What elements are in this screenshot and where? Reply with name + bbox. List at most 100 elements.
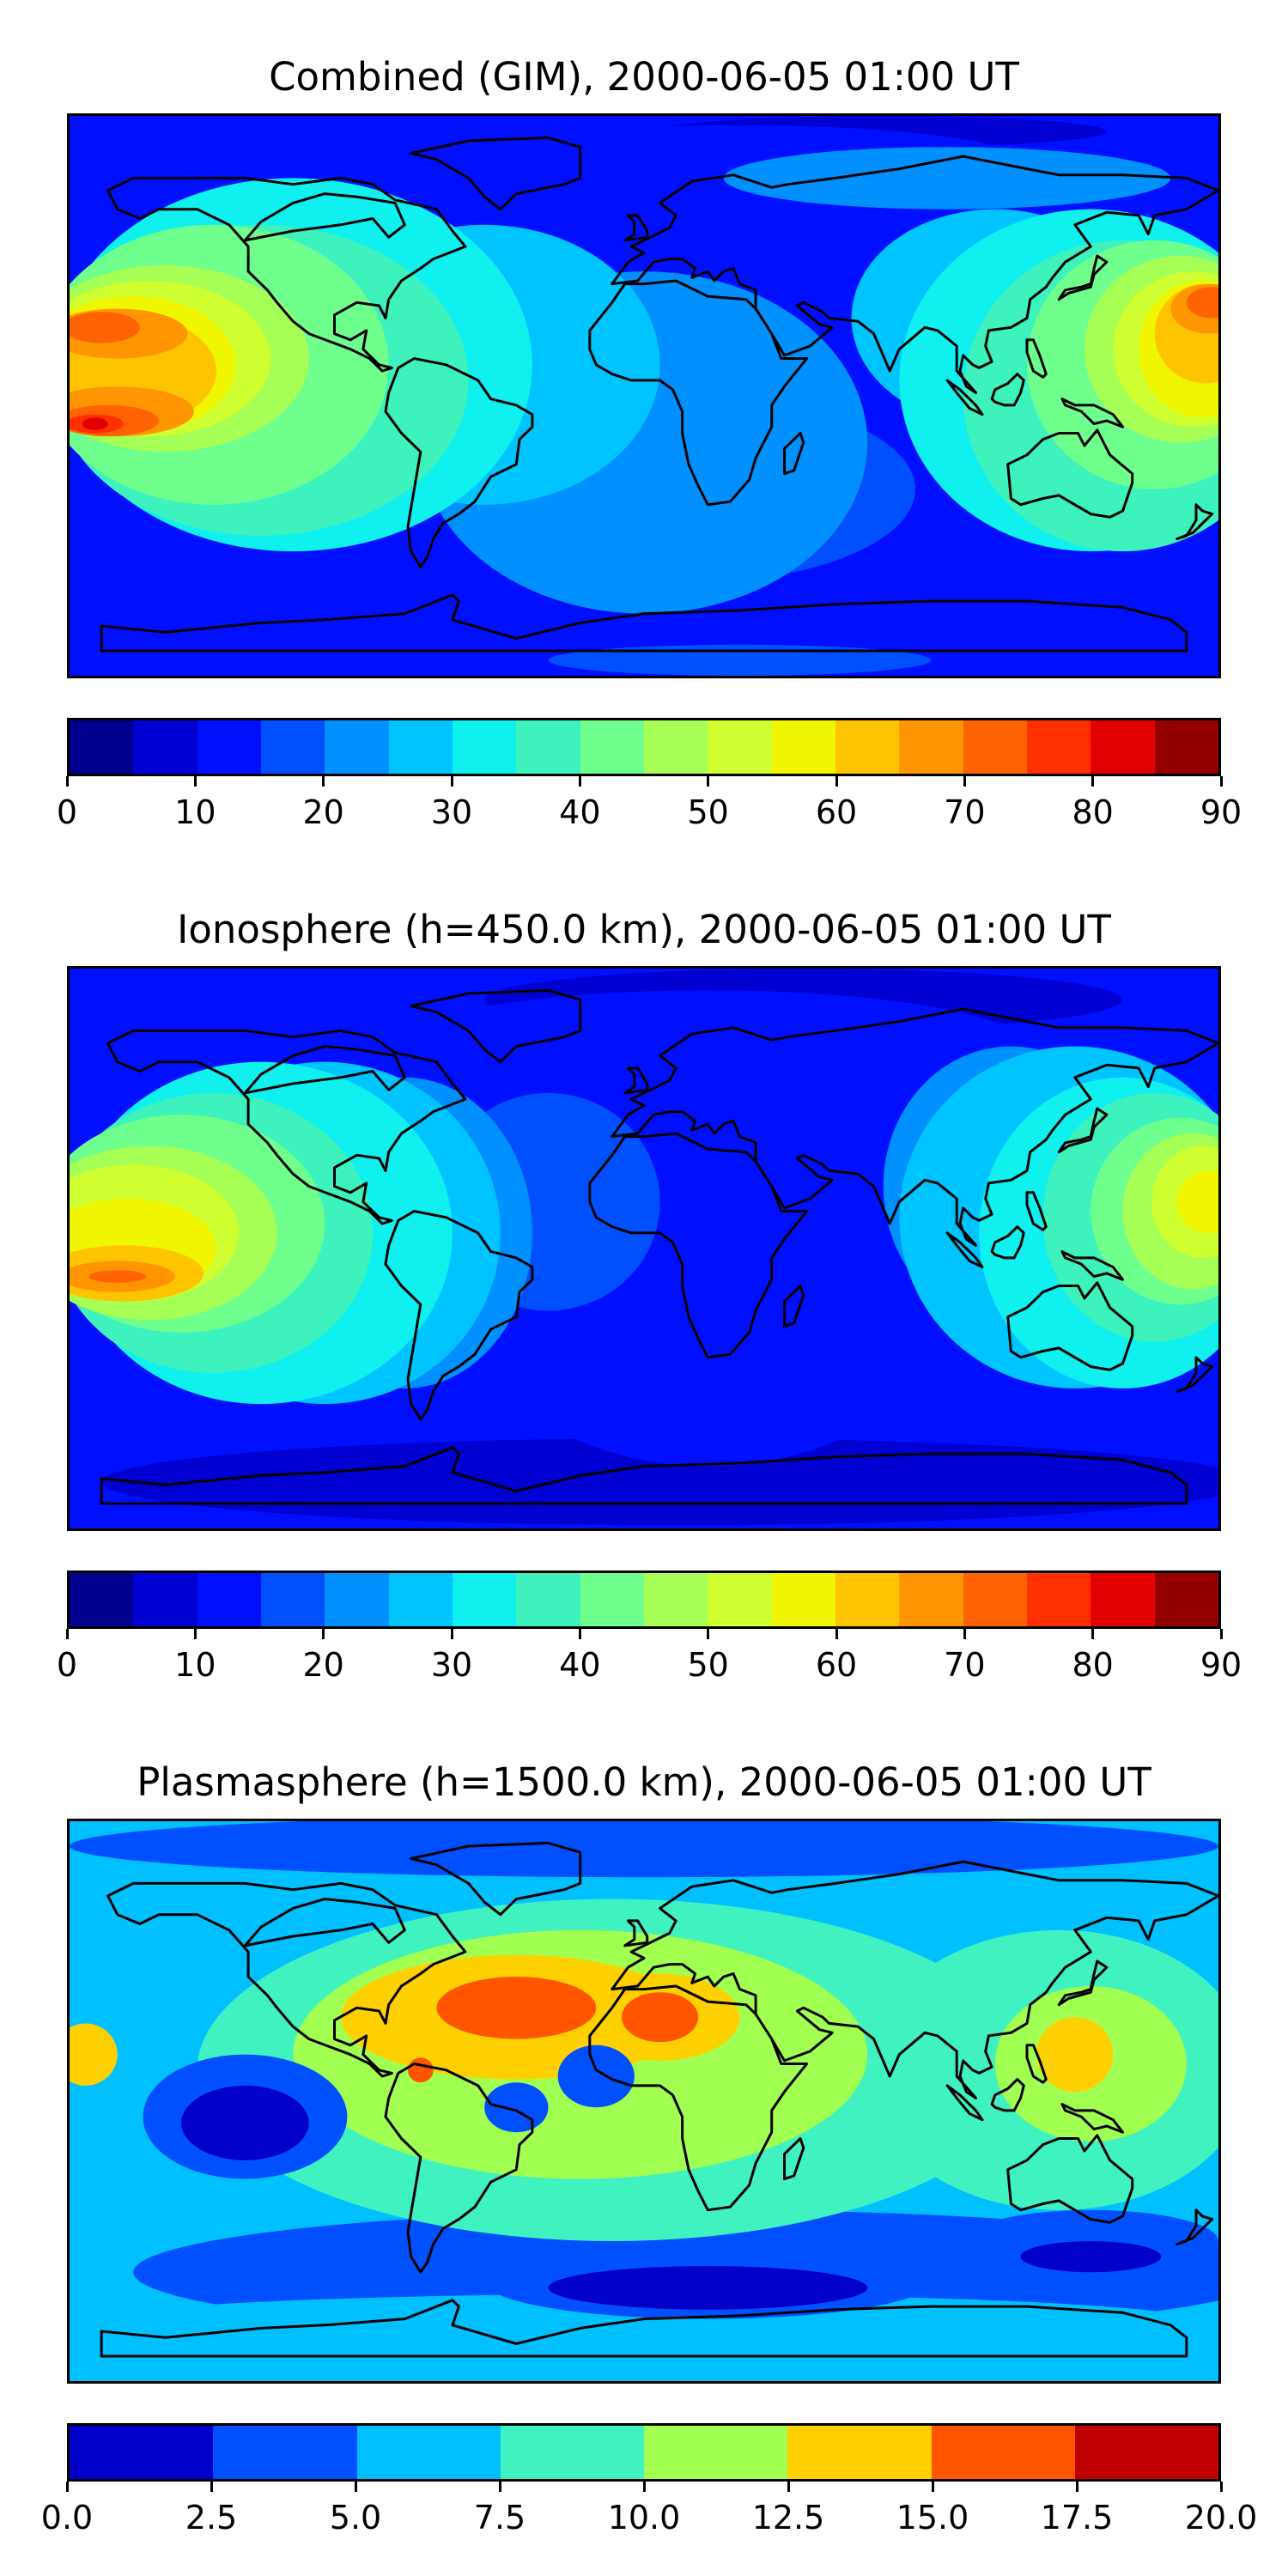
- colorbar-segment: [260, 1573, 325, 1626]
- colorbar-segment: [516, 720, 580, 774]
- colorbar-segment: [1154, 1573, 1218, 1626]
- tick-mark: [578, 1629, 581, 1639]
- map-title-plasmasphere: Plasmasphere (h=1500.0 km), 2000-06-05 0…: [137, 1759, 1151, 1805]
- tick-mark: [963, 1629, 966, 1639]
- colorbar-segment: [197, 1573, 261, 1626]
- tick-mark: [787, 2482, 790, 2492]
- tick-label: 50: [687, 793, 729, 831]
- colorbar-segment: [643, 720, 708, 774]
- colorbar-segment: [388, 720, 453, 774]
- colorbar-segment: [133, 1573, 197, 1626]
- coastlines: [100, 1841, 1218, 2358]
- colorbar-segment: [70, 1573, 134, 1626]
- colorbar-segment: [1026, 1573, 1091, 1626]
- colorbar-segment: [516, 1573, 580, 1626]
- tick-label: 0: [56, 1646, 78, 1684]
- contour-region-5: [484, 2082, 549, 2133]
- colorbar-segment: [963, 720, 1027, 774]
- colorbar-ticks-combined: 0 10 20 30 40 50 60 70 80 90: [57, 776, 1242, 831]
- tick-mark: [578, 776, 581, 787]
- tick-mark: [193, 1629, 197, 1639]
- colorbar-combined: [67, 718, 1221, 776]
- tick-mark: [65, 2482, 69, 2492]
- tick-mark: [1075, 2482, 1078, 2492]
- colorbar-segment: [963, 1573, 1027, 1626]
- tick-label: 15.0: [896, 2499, 969, 2537]
- colorbar-segment: [1026, 720, 1091, 774]
- tick-label: 10.0: [607, 2499, 681, 2537]
- map-svg: [70, 1821, 1218, 2381]
- colorbar-segment: [835, 1573, 900, 1626]
- tick-label: 12.5: [751, 2499, 825, 2537]
- colorbar-segment: [1091, 720, 1155, 774]
- colorbar-segment: [356, 2426, 501, 2479]
- colorbar-segment: [70, 720, 134, 774]
- colorbar-segment: [899, 1573, 963, 1626]
- colorbar-segment: [644, 2426, 788, 2479]
- contour-region-10: [420, 153, 612, 204]
- tick-label: 90: [1200, 793, 1242, 831]
- tick-label: 40: [559, 793, 601, 831]
- tick-mark: [354, 2482, 357, 2492]
- colorbar-segment: [771, 720, 835, 774]
- tick-mark: [1219, 2482, 1223, 2492]
- tick-mark: [707, 776, 710, 787]
- colorbar-ticks-ionosphere: 0 10 20 30 40 50 60 70 80 90: [57, 1629, 1242, 1684]
- tick-label: 0.0: [40, 2499, 94, 2537]
- tick-mark: [498, 2482, 501, 2492]
- tick-mark: [963, 776, 966, 787]
- contour-region-70: [1186, 287, 1218, 319]
- tick-mark: [931, 2482, 934, 2492]
- tick-mark: [65, 1629, 69, 1639]
- contour-region-5: [557, 2044, 635, 2108]
- tick-mark: [835, 1629, 838, 1639]
- colorbar-segment: [1154, 720, 1218, 774]
- tick-label: 70: [944, 1646, 986, 1684]
- coastlines: [100, 988, 1218, 1505]
- colorbar-segment: [500, 2426, 644, 2479]
- contour-region-10: [388, 990, 1028, 1103]
- tick-mark: [322, 776, 325, 787]
- contour-region-15: [621, 1992, 699, 2043]
- contour-region-2_5: [1020, 2241, 1162, 2273]
- colorbar-segment: [931, 2426, 1075, 2479]
- contour-region-15: [436, 1977, 597, 2039]
- colorbar-segment: [260, 720, 325, 774]
- contour-region-12_5: [70, 2023, 118, 2086]
- tick-mark: [1219, 1629, 1223, 1639]
- tick-mark: [642, 2482, 646, 2492]
- colorbar-segment: [325, 1573, 389, 1626]
- map-ionosphere: [67, 966, 1221, 1531]
- tick-label: 7.5: [473, 2499, 526, 2537]
- tick-mark: [450, 1629, 453, 1639]
- colorbar-segment: [325, 720, 389, 774]
- tick-label: 80: [1072, 1646, 1114, 1684]
- colorbar-segment: [708, 720, 772, 774]
- contour-region-15: [407, 2057, 434, 2083]
- tick-label: 80: [1072, 793, 1114, 831]
- contour-region-10: [101, 592, 1218, 667]
- colorbar-segment: [213, 2426, 357, 2479]
- tick-label: 20: [302, 793, 344, 831]
- tick-label: 5.0: [329, 2499, 382, 2537]
- tick-label: 2.5: [185, 2499, 238, 2537]
- colorbar-segment: [197, 720, 261, 774]
- colorbar-plasmasphere: [67, 2423, 1221, 2482]
- colorbar-segment: [643, 1573, 708, 1626]
- tick-label: 10: [174, 793, 216, 831]
- colorbar-segment: [835, 720, 900, 774]
- contour-region-80: [82, 417, 108, 430]
- colorbar-segment: [899, 720, 963, 774]
- colorbar-segment: [771, 1573, 835, 1626]
- tick-mark: [450, 776, 453, 787]
- tick-mark: [210, 2482, 213, 2492]
- tick-mark: [835, 776, 838, 787]
- map-svg: [70, 116, 1218, 676]
- tick-mark: [707, 1629, 710, 1639]
- contour-region-20: [723, 147, 1171, 210]
- tick-mark: [193, 776, 197, 787]
- colorbar-segment: [133, 720, 197, 774]
- map-svg: [70, 969, 1218, 1528]
- contour-region-2_5: [70, 1821, 1218, 1878]
- tick-label: 20: [302, 1646, 344, 1684]
